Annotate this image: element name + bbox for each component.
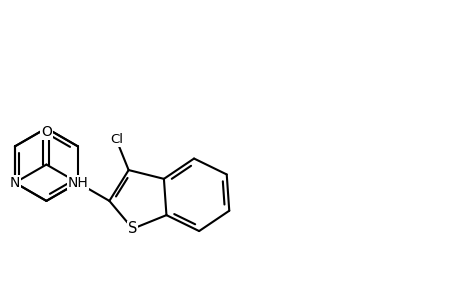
Text: NH: NH <box>67 176 88 190</box>
Text: O: O <box>41 125 52 139</box>
Text: N: N <box>10 176 20 190</box>
Text: S: S <box>128 221 137 236</box>
Text: Cl: Cl <box>110 133 123 146</box>
